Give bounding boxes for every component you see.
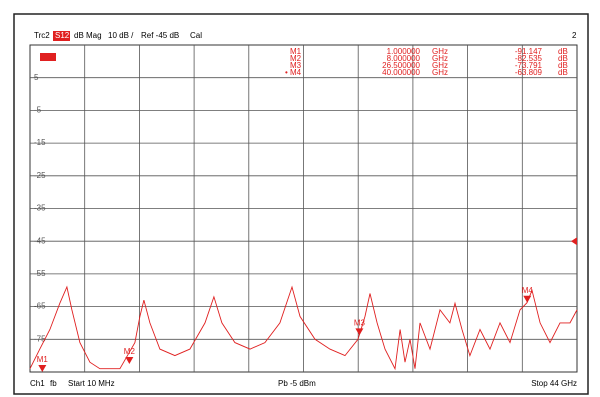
active-marker-dot: • xyxy=(285,68,288,77)
y-tick-label: -45 xyxy=(34,236,46,245)
marker-value: -91.147 xyxy=(515,47,543,56)
marker-label: M1 xyxy=(37,355,49,364)
fb: fb xyxy=(50,379,57,388)
parameter: S12 xyxy=(55,31,70,40)
y-tick-label: -75 xyxy=(34,334,46,343)
marker-triangle xyxy=(125,356,134,364)
marker-freq: 26.500000 xyxy=(382,61,420,70)
marker-label: M4 xyxy=(522,286,534,295)
y-tick-label: -65 xyxy=(34,302,46,311)
window: 2 xyxy=(572,31,577,40)
marker-unit: GHz xyxy=(432,68,448,77)
cal: Cal xyxy=(190,31,202,40)
power: Pb -5 dBm xyxy=(278,379,316,388)
y-tick-label: -55 xyxy=(34,269,46,278)
marker-freq: 1.000000 xyxy=(387,47,421,56)
marker-value: -63.809 xyxy=(515,68,543,77)
marker-freq: 8.000000 xyxy=(387,54,421,63)
trace-badge xyxy=(40,53,56,61)
stop: Stop 44 GHz xyxy=(531,379,577,388)
marker-triangle xyxy=(523,295,532,303)
marker-unit: GHz xyxy=(432,61,448,70)
channel: Ch1 xyxy=(30,379,45,388)
marker-triangle xyxy=(355,328,364,336)
format: dB Mag xyxy=(74,31,102,40)
marker-name: M2 xyxy=(290,54,302,63)
marker-label: M2 xyxy=(124,347,136,356)
marker-value: -82.535 xyxy=(515,54,543,63)
trace-line xyxy=(29,285,578,371)
start: Start 10 MHz xyxy=(68,379,115,388)
marker-vunit: dB xyxy=(558,47,568,56)
y-tick-label: -35 xyxy=(34,204,46,213)
y-tick-label: -25 xyxy=(34,171,46,180)
marker-name: M1 xyxy=(290,47,302,56)
param-box xyxy=(53,31,70,41)
y-tick-label: -15 xyxy=(34,138,46,147)
ref-arrow xyxy=(571,237,577,246)
marker-unit: GHz xyxy=(432,54,448,63)
ref: Ref -45 dB xyxy=(141,31,179,40)
marker-name: M3 xyxy=(290,61,302,70)
marker-vunit: dB xyxy=(558,68,568,77)
marker-name: M4 xyxy=(290,68,302,77)
scale: 10 dB / xyxy=(108,31,134,40)
y-tick-label: 5 xyxy=(34,73,39,82)
marker-label: M3 xyxy=(354,318,366,327)
marker-triangle xyxy=(38,365,47,372)
marker-value: -73.791 xyxy=(515,61,543,70)
marker-vunit: dB xyxy=(558,61,568,70)
marker-freq: 40.000000 xyxy=(382,68,420,77)
marker-vunit: dB xyxy=(558,54,568,63)
trace: Trc2 xyxy=(34,31,50,40)
marker-unit: GHz xyxy=(432,47,448,56)
y-tick-label: -5 xyxy=(34,106,42,115)
